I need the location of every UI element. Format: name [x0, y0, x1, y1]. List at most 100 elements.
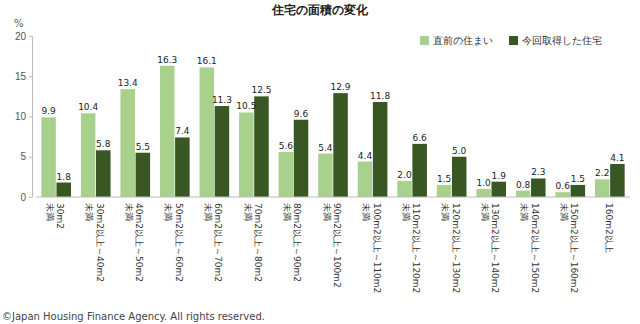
bar	[358, 162, 373, 197]
data-label: 13.4	[118, 78, 138, 88]
bar	[476, 189, 491, 197]
data-label: 5.5	[136, 142, 150, 152]
x-tick-label: 90m2以上～100m2未満	[322, 203, 342, 288]
x-axis: 30m2未満 30m2以上～40m2未満 40m2以上～50m2未満 50m2以上～6…	[45, 203, 614, 293]
bar	[96, 150, 111, 197]
bar	[610, 164, 625, 197]
x-tick-label: 70m2以上～80m2未満	[243, 203, 263, 282]
title: 住宅の面積の変化	[271, 3, 369, 17]
data-label: 10.4	[78, 102, 98, 112]
bar	[491, 182, 506, 197]
bar	[56, 183, 71, 197]
legend-swatch	[420, 36, 429, 45]
x-tick-label: 140m2以上～150m2未満	[519, 203, 539, 293]
data-label: 6.6	[412, 133, 427, 143]
bar	[318, 154, 333, 197]
data-label: 0.8	[516, 180, 531, 190]
data-label: 0.6	[556, 181, 571, 191]
data-label: 11.3	[212, 95, 232, 105]
y-axis: 0 5 10 15 20	[15, 31, 33, 203]
y-tick-mark	[29, 76, 32, 77]
data-label: 7.4	[175, 126, 190, 136]
bar	[437, 185, 452, 197]
bars	[41, 66, 624, 197]
bar	[373, 102, 388, 197]
x-tick-label: 160m2以上	[604, 203, 614, 253]
bar	[397, 181, 412, 197]
x-tick-label: 50m2以上～60m2未満	[163, 203, 183, 282]
legend: 直前の住まい 今回取得した住宅	[420, 35, 602, 46]
legend-label: 今回取得した住宅	[522, 35, 602, 46]
y-axis-line	[32, 37, 33, 198]
legend-item: 直前の住まい	[420, 35, 493, 46]
y-tick-label: 0	[20, 192, 26, 203]
data-label: 4.1	[610, 153, 624, 163]
data-label: 2.2	[595, 168, 609, 178]
y-axis-label: %	[14, 18, 24, 29]
x-tick-label: 40m2以上～50m2未満	[124, 203, 144, 282]
y-tick-mark	[29, 117, 32, 118]
data-label: 2.3	[531, 167, 545, 177]
y-tick: 15	[15, 71, 32, 82]
x-tick-label: 60m2以上～70m2未満	[203, 203, 223, 282]
bar	[595, 179, 610, 197]
data-label: 12.5	[251, 85, 271, 95]
series-bars	[56, 93, 624, 197]
y-tick: 10	[15, 111, 32, 122]
bar	[215, 106, 230, 197]
bar	[571, 185, 586, 197]
chart: 住宅の面積の変化% 0 5 10 15 20 9.9 10.4 13.4 16.3 16.1 10.5…	[0, 0, 640, 324]
bar	[516, 191, 531, 197]
bar	[254, 96, 269, 197]
bar	[136, 153, 151, 197]
x-tick-label: 80m2以上～90m2未満	[282, 203, 302, 282]
y-tick-mark	[29, 36, 32, 37]
data-label: 2.0	[397, 170, 412, 180]
legend-item: 今回取得した住宅	[509, 35, 602, 46]
bar	[279, 152, 294, 197]
bar	[555, 192, 570, 197]
y-tick-label: 10	[15, 111, 27, 122]
bar	[333, 93, 348, 197]
data-label: 9.6	[294, 109, 309, 119]
y-tick: 0	[20, 192, 32, 203]
data-label: 1.0	[476, 178, 491, 188]
x-tick-label: 100m2以上～110m2未満	[361, 203, 381, 293]
x-tick-label: 30m2以上～40m2未満	[84, 203, 104, 282]
data-label: 9.9	[41, 106, 56, 116]
y-tick-label: 20	[15, 31, 27, 42]
data-label: 5.0	[452, 146, 467, 156]
bar	[120, 89, 135, 197]
series-bars	[41, 66, 609, 197]
legend-swatch	[509, 36, 518, 45]
data-label: 1.9	[492, 171, 507, 181]
data-label: 4.4	[358, 151, 373, 161]
bar	[452, 157, 467, 197]
bar	[41, 117, 56, 197]
data-label: 11.8	[370, 91, 390, 101]
bar	[531, 178, 546, 197]
data-label: 5.4	[318, 143, 333, 153]
data-label: 1.5	[437, 174, 451, 184]
bar	[81, 113, 96, 197]
y-tick-label: 15	[15, 71, 27, 82]
data-label: 12.9	[331, 82, 351, 92]
data-label: 16.1	[197, 56, 217, 66]
x-tick-label: 30m2未満	[45, 203, 65, 229]
bar	[160, 66, 175, 197]
bar	[239, 112, 254, 197]
bar	[175, 137, 190, 197]
data-label: 5.8	[96, 139, 111, 149]
data-label: 16.3	[157, 55, 177, 65]
data-label: 1.8	[57, 172, 72, 182]
y-tick-mark	[29, 157, 32, 158]
x-tick-label: 120m2以上～130m2未満	[440, 203, 460, 293]
annotation: ©Japan Housing Finance Agency. All right…	[2, 311, 265, 322]
data-label: 1.5	[571, 174, 585, 184]
bar	[200, 67, 215, 197]
y-tick-mark	[29, 197, 32, 198]
y-tick-label: 5	[20, 151, 26, 162]
y-tick: 20	[15, 31, 32, 42]
data-label: 10.5	[236, 101, 256, 111]
data-labels: 9.910.413.416.316.110.55.65.44.42.01.51.…	[41, 55, 624, 191]
